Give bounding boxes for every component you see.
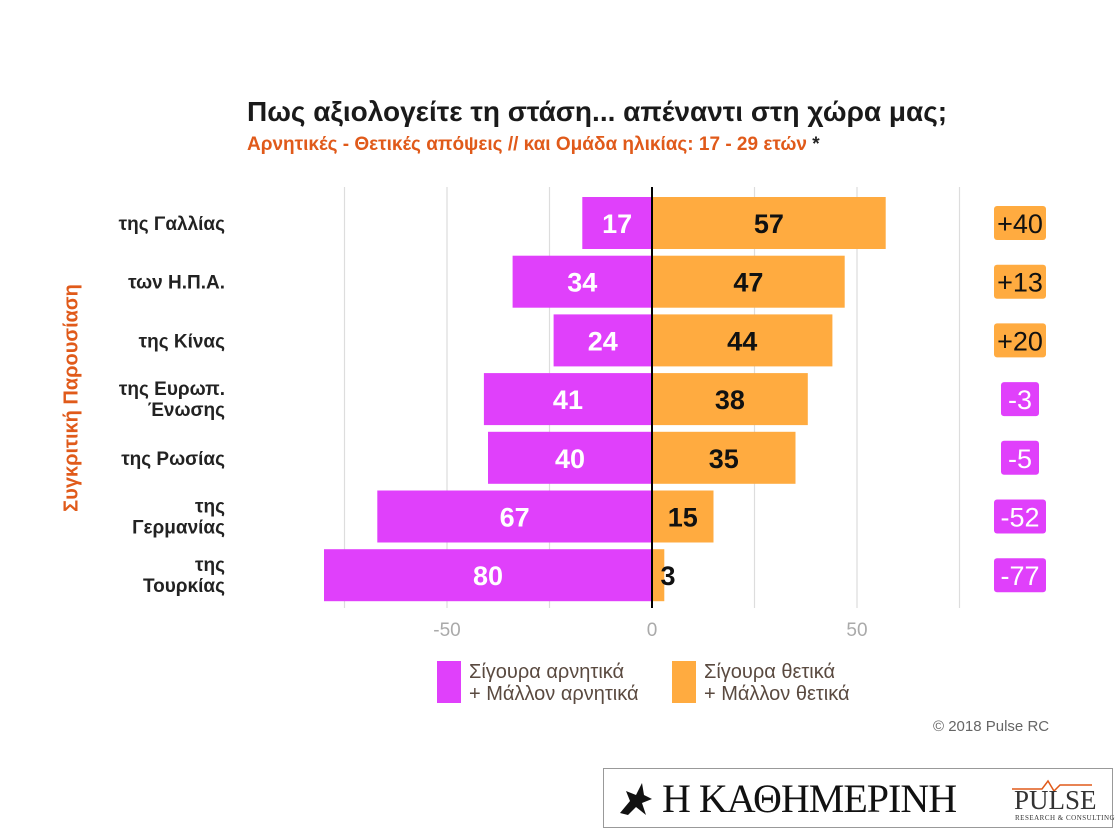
bar-negative <box>377 490 652 543</box>
legend-label-negative: Σίγουρα αρνητικά + Μάλλον αρνητικά <box>469 661 639 705</box>
net-badge <box>1001 440 1039 475</box>
data-label-negative: 41 <box>553 385 583 415</box>
bar-positive <box>652 490 714 543</box>
bar-negative <box>324 549 652 602</box>
data-label-positive: 57 <box>754 209 784 239</box>
category-label-line: της <box>195 497 225 518</box>
footer-logos: Η ΚΑΘΗΜΕΡΙΝΗ PULSE RESEARCH & CONSULTING <box>603 768 1116 828</box>
category-label-line: Ένωσης <box>148 400 225 421</box>
pulse-wave-icon <box>1012 779 1092 793</box>
legend-label-positive: Σίγουρα θετικά + Μάλλον θετικά <box>704 661 850 705</box>
category-label-line: Τουρκίας <box>143 576 225 597</box>
data-label-negative: 24 <box>588 326 618 356</box>
category-label: της Τουρκίας <box>143 555 225 597</box>
y-axis-label: Συγκριτική Παρουσίαση <box>60 284 83 512</box>
bar-negative <box>553 314 652 367</box>
category-label-line: των Η.Π.Α. <box>128 273 225 294</box>
category-label-line: της Γαλλίας <box>119 214 225 235</box>
net-badge-label: -5 <box>1008 444 1032 474</box>
category-label: της Γαλλίας <box>119 214 225 235</box>
data-label-negative: 67 <box>500 503 530 533</box>
net-badge <box>994 264 1046 299</box>
category-label: της Γερμανίας <box>132 497 225 539</box>
griffin-logo-icon <box>620 783 652 815</box>
net-badge-label: -3 <box>1008 385 1032 415</box>
bar-positive <box>652 549 665 602</box>
data-label-negative: 17 <box>602 209 632 239</box>
legend-item-positive: Σίγουρα θετικά + Μάλλον θετικά <box>672 661 850 705</box>
net-badge-label: -52 <box>1000 503 1039 533</box>
data-label-positive: 3 <box>660 561 675 591</box>
data-label-positive: 47 <box>733 268 763 298</box>
net-badge-label: +13 <box>997 268 1043 298</box>
net-badge <box>994 558 1046 593</box>
category-label: της Κίνας <box>139 331 225 352</box>
net-badge <box>1001 382 1039 417</box>
net-badge-label: +20 <box>997 326 1043 356</box>
kathimerini-logo: Η ΚΑΘΗΜΕΡΙΝΗ <box>662 776 957 821</box>
data-label-negative: 34 <box>567 268 597 298</box>
legend-label-negative-line2: + Μάλλον αρνητικά <box>469 683 639 705</box>
pulse-logo: PULSE <box>1014 785 1097 815</box>
legend-item-negative: Σίγουρα αρνητικά + Μάλλον αρνητικά <box>437 661 639 705</box>
bar-positive <box>652 431 796 484</box>
chart-subtitle: Αρνητικές - Θετικές απόψεις // και Ομάδα… <box>247 134 820 156</box>
net-badge <box>994 323 1046 358</box>
category-label: της Ευρωπ. Ένωσης <box>119 379 225 421</box>
data-label-negative: 80 <box>473 561 503 591</box>
bar-positive <box>652 197 886 249</box>
legend-label-positive-line2: + Μάλλον θετικά <box>704 683 850 705</box>
net-badge-label: -77 <box>1000 561 1039 591</box>
bar-negative <box>488 431 652 484</box>
bar-positive <box>652 314 833 367</box>
category-label: της Ρωσίας <box>121 449 225 470</box>
data-label-negative: 40 <box>555 444 585 474</box>
net-badge-label: +40 <box>997 209 1043 239</box>
category-label: των Η.Π.Α. <box>128 273 225 294</box>
bar-negative <box>512 255 652 308</box>
data-label-positive: 15 <box>668 503 698 533</box>
data-label-positive: 38 <box>715 385 745 415</box>
net-badge <box>994 206 1046 240</box>
category-label-line: της Ρωσίας <box>121 449 225 470</box>
x-tick-label: 0 <box>647 620 658 641</box>
legend-swatch-negative <box>437 661 461 703</box>
copyright: © 2018 Pulse RC <box>933 718 1050 735</box>
bar-positive <box>652 373 808 426</box>
x-tick-label: 50 <box>846 620 867 641</box>
data-label-positive: 35 <box>709 444 739 474</box>
legend-label-negative-line1: Σίγουρα αρνητικά <box>469 661 625 683</box>
bar-positive <box>652 255 845 308</box>
legend-swatch-positive <box>672 661 696 703</box>
subtitle-text: Αρνητικές - Θετικές απόψεις // και Ομάδα… <box>247 134 807 155</box>
pulse-logo-subtitle: RESEARCH & CONSULTING <box>1015 814 1116 822</box>
bar-negative <box>483 373 652 426</box>
category-label-line: της Ευρωπ. <box>119 379 225 400</box>
category-label-line: της <box>195 555 225 576</box>
category-label-line: Γερμανίας <box>132 518 225 539</box>
bar-negative <box>582 197 652 249</box>
subtitle-marker: * <box>812 134 820 155</box>
category-label-line: της Κίνας <box>139 331 225 352</box>
net-badge <box>994 499 1046 534</box>
legend-label-positive-line1: Σίγουρα θετικά <box>704 661 836 683</box>
chart-title: Πως αξιολογείτε τη στάση... απέναντι στη… <box>247 96 948 127</box>
x-tick-label: -50 <box>433 620 460 641</box>
data-label-positive: 44 <box>727 326 757 356</box>
